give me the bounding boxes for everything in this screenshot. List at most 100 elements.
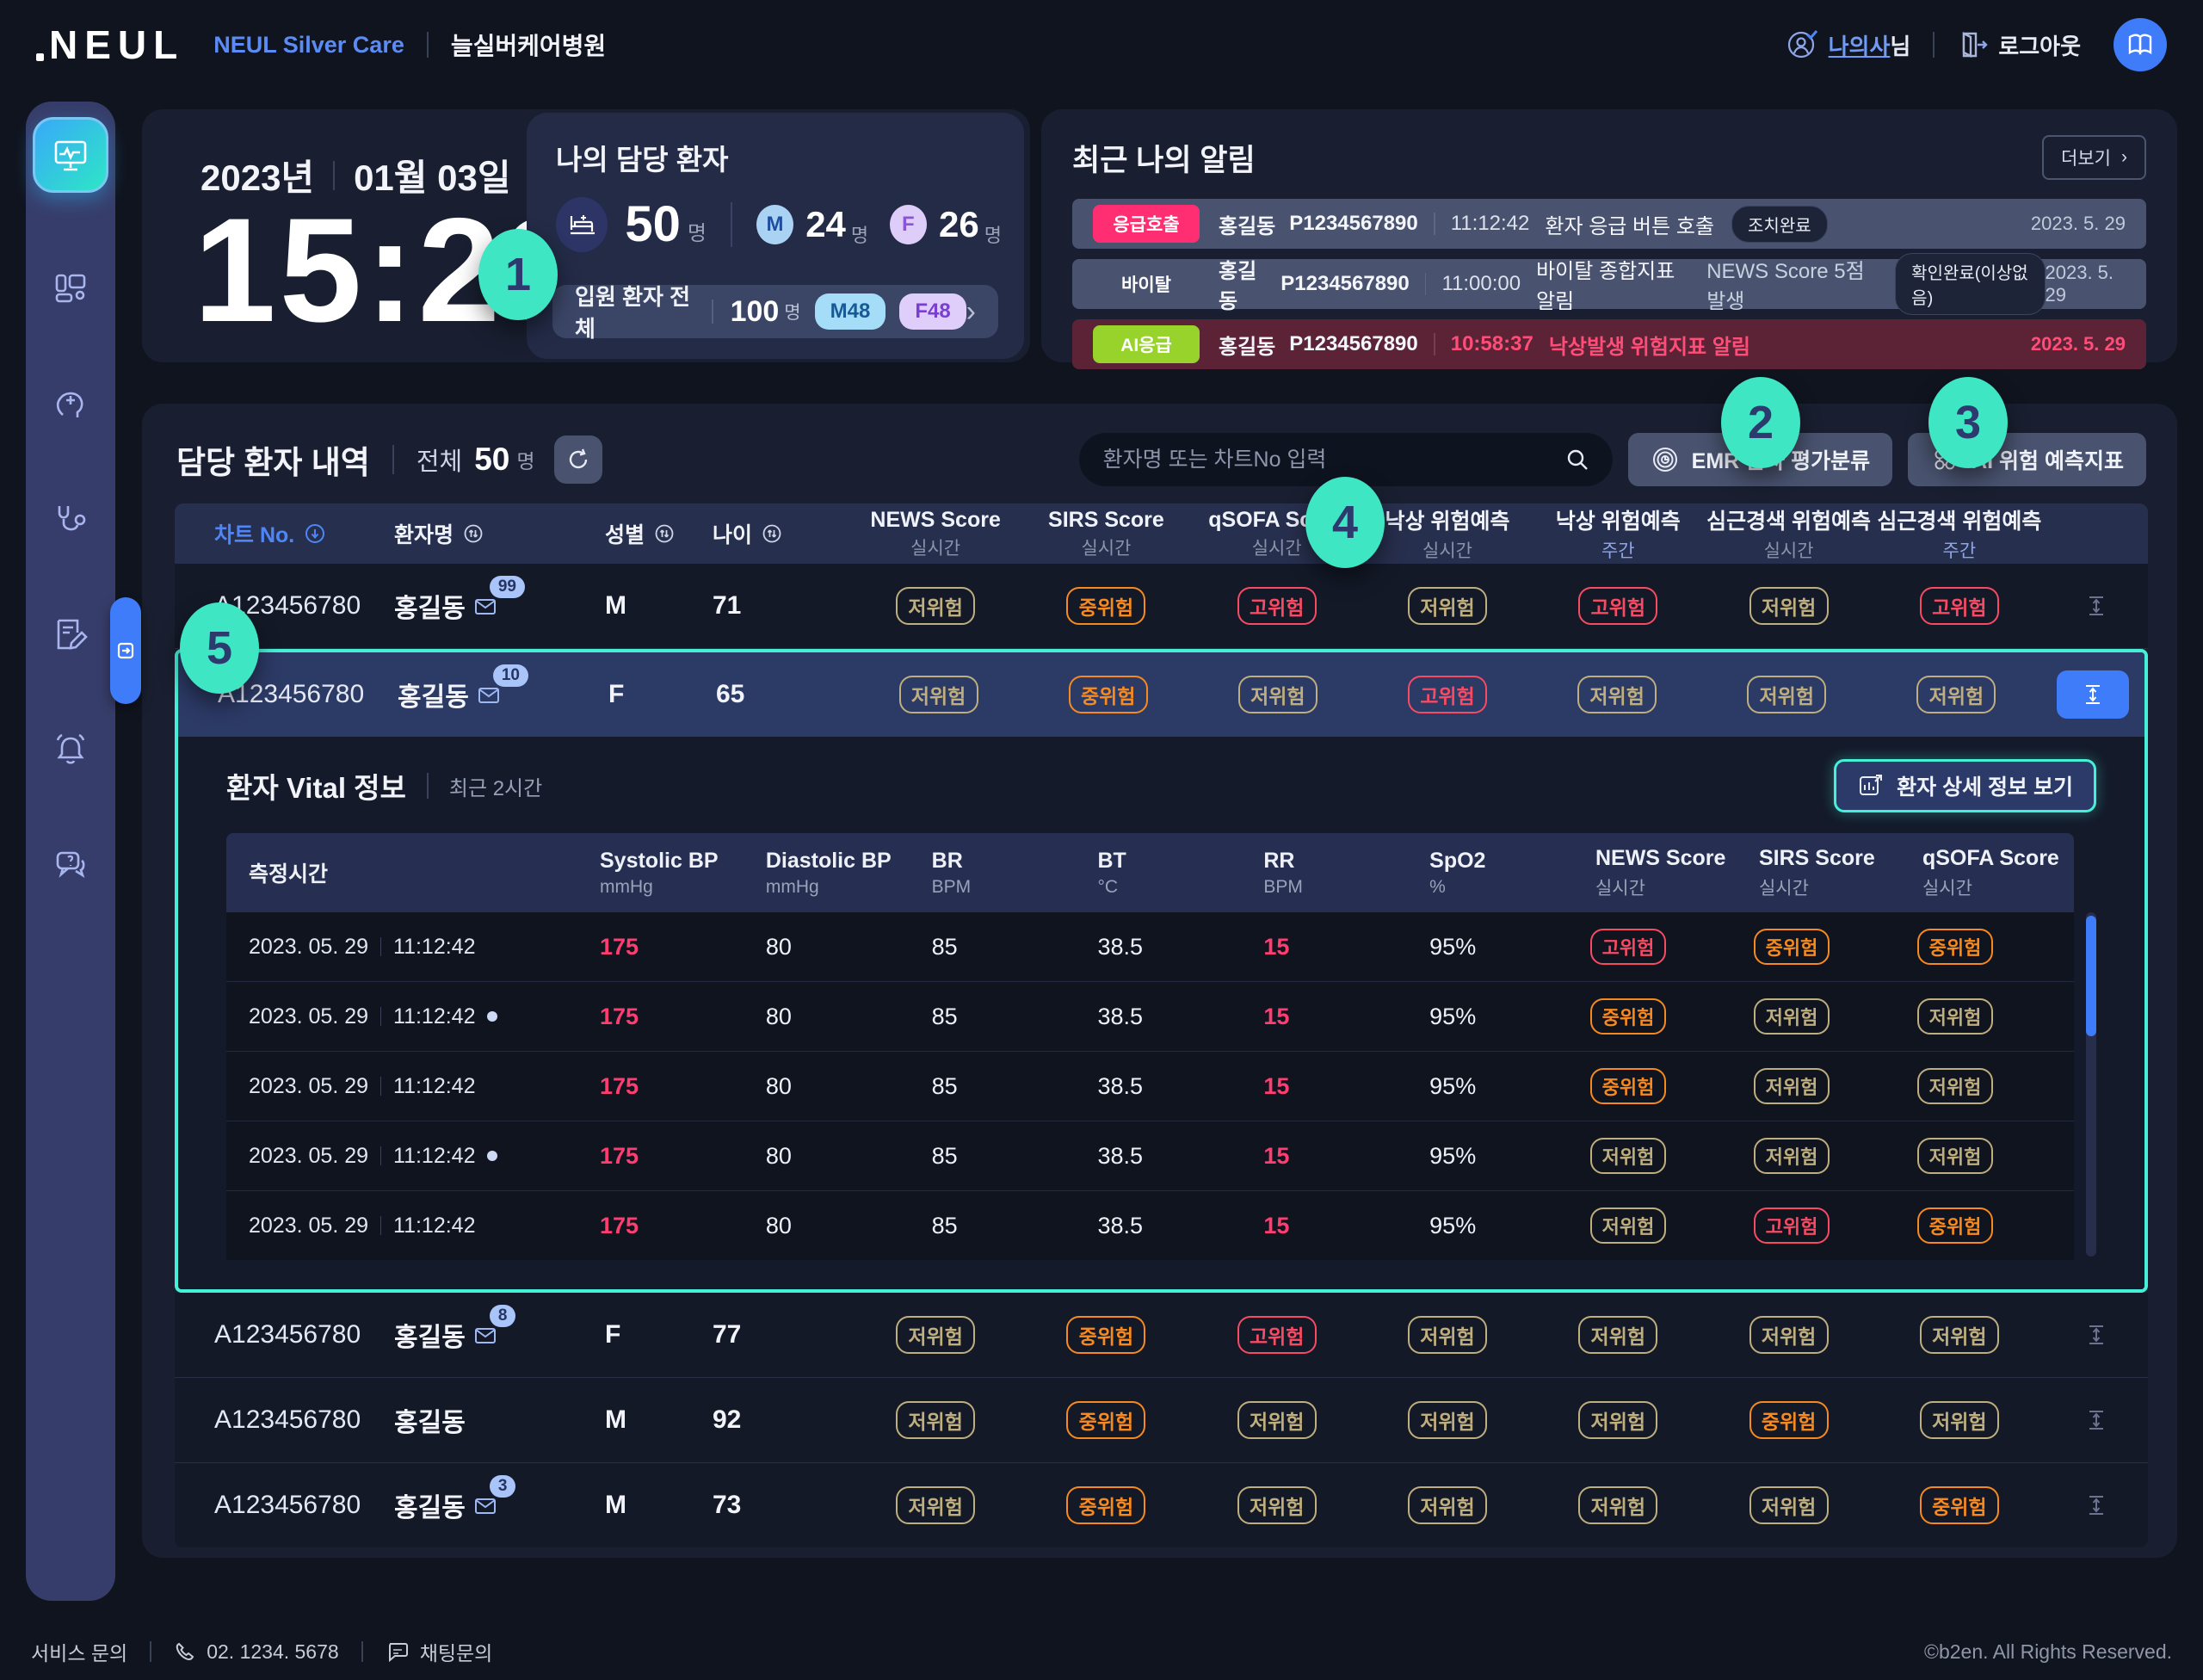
expand-row-icon[interactable] <box>2083 1407 2109 1433</box>
male-count: 24 <box>805 204 846 245</box>
risk-badge: 저위험 <box>1578 1486 1657 1524</box>
user-name[interactable]: 나의사 <box>1829 34 1891 59</box>
sort-icon[interactable] <box>462 522 484 545</box>
refresh-button[interactable] <box>554 435 602 484</box>
risk-badge: 중위험 <box>1754 929 1830 965</box>
alert-type-badge: 응급호출 <box>1093 205 1200 243</box>
alert-row[interactable]: 바이탈 홍길동 P1234567890 11:00:00 바이탈 종합지표 알림… <box>1072 259 2146 309</box>
phone-contact[interactable]: 02. 1234. 5678 <box>174 1640 338 1664</box>
alert-patient-name: 홍길동 <box>1219 254 1267 314</box>
patient-row-selected[interactable]: A123456780 홍길동 10 F 65 저위험 중위험 저위험 고위험 저… <box>178 652 2144 737</box>
risk-badge: 저위험 <box>1408 587 1487 625</box>
emr-icon <box>1651 445 1680 474</box>
vital-row[interactable]: 2023. 05. 2911:12:42 175 80 85 38.5 15 9… <box>226 1121 2074 1191</box>
message-icon[interactable]: 8 <box>474 1322 503 1348</box>
chat-icon <box>386 1640 410 1664</box>
vital-row[interactable]: 2023. 05. 2911:12:42 175 80 85 38.5 15 9… <box>226 982 2074 1052</box>
inpatient-total-bar[interactable]: 입원 환자 전체 100 명 M48 F48 › <box>552 285 998 338</box>
chat-inquiry[interactable]: 채팅문의 <box>386 1637 493 1666</box>
risk-badge: 저위험 <box>896 587 975 625</box>
sidebar-item-alarms[interactable] <box>51 730 90 769</box>
sidebar-item-help[interactable] <box>51 845 90 885</box>
female-unit: 명 <box>984 220 1002 248</box>
collapse-row-button[interactable] <box>2057 670 2129 719</box>
sort-down-icon[interactable] <box>303 522 327 546</box>
patient-row[interactable]: A123456780 홍길동 99 M 71 저위험 중위험 고위험 저위험 고… <box>175 564 2148 649</box>
patient-name: 홍길동 3 <box>394 1486 605 1524</box>
vital-column-unit: BPM <box>1263 877 1417 898</box>
column-label: NEWS Score <box>870 508 1000 533</box>
message-icon[interactable]: 10 <box>478 682 507 707</box>
risk-badge: 중위험 <box>1069 676 1148 713</box>
male-icon: M <box>756 205 793 244</box>
column-chart-no[interactable]: 차트 No. <box>175 518 394 549</box>
patient-name-text: 홍길동 <box>394 587 466 625</box>
patient-search-input[interactable] <box>1102 447 1564 473</box>
sidebar-item-dashboard[interactable] <box>51 269 90 308</box>
message-icon[interactable]: 3 <box>474 1492 503 1518</box>
patient-row[interactable]: A123456780 홍길동 8 F 77 저위험 중위험 고위험 저위험 저위… <box>175 1293 2148 1378</box>
alert-row[interactable]: 응급호출 홍길동 P1234567890 11:12:42 환자 응급 버튼 호… <box>1072 199 2146 249</box>
risk-badge: 저위험 <box>1237 1401 1317 1439</box>
column-sex[interactable]: 성별 <box>605 518 713 549</box>
expand-row-icon[interactable] <box>2083 593 2109 619</box>
patient-row[interactable]: A123456780 홍길동 M 92 저위험 중위험 저위험 저위험 저위험 … <box>175 1378 2148 1463</box>
vital-column-unit: mmHg <box>766 877 920 898</box>
expand-row-icon[interactable] <box>2083 1492 2109 1518</box>
column-age[interactable]: 나이 <box>713 518 850 549</box>
vital-column-unit: °C <box>1097 877 1251 898</box>
alert-row-critical[interactable]: AI응급 홍길동 P1234567890 10:58:37 낙상발생 위험지표 … <box>1072 319 2146 369</box>
vital-column-unit: 실시간 <box>1759 874 1910 900</box>
risk-badge: 저위험 <box>1749 1316 1829 1354</box>
inpatient-male-badge: M48 <box>815 293 886 330</box>
vital-rr: 15 <box>1251 1143 1417 1170</box>
user-profile[interactable]: 나의사님 <box>1784 28 1911 62</box>
vital-row[interactable]: 2023. 05. 2911:12:42 175 80 85 38.5 15 9… <box>226 1191 2074 1260</box>
patient-sex: F <box>608 680 716 709</box>
vital-column-unit: 실시간 <box>1595 874 1747 900</box>
patient-row[interactable]: A123456780 홍길동 3 M 73 저위험 중위험 저위험 저위험 저위… <box>175 1463 2148 1547</box>
risk-badge: 저위험 <box>899 676 978 713</box>
sidebar-item-ai-diagnosis[interactable] <box>51 384 90 423</box>
manual-button[interactable] <box>2114 18 2167 71</box>
vital-scrollbar-thumb[interactable] <box>2086 916 2096 1036</box>
column-name[interactable]: 환자명 <box>394 518 605 549</box>
risk-badge: 저위험 <box>1749 587 1829 625</box>
sidebar-item-monitoring[interactable] <box>33 117 108 193</box>
search-icon[interactable] <box>1564 447 1590 472</box>
sort-icon[interactable] <box>761 522 783 545</box>
patient-detail-button[interactable]: 환자 상세 정보 보기 <box>1834 759 2096 812</box>
alert-date: 2023. 5. 29 <box>2031 213 2126 235</box>
alert-status-pill: 확인완료(이상없음) <box>1895 253 2045 315</box>
assigned-total-unit: 명 <box>688 216 707 246</box>
sidebar-item-stethoscope[interactable] <box>51 499 90 539</box>
chat-label: 채팅문의 <box>420 1637 493 1666</box>
vital-row[interactable]: 2023. 05. 2911:12:42 175 80 85 38.5 15 9… <box>226 1052 2074 1121</box>
message-icon[interactable]: 99 <box>474 593 503 619</box>
risk-badge: 저위험 <box>1754 998 1830 1035</box>
column-age-label: 나이 <box>713 518 752 549</box>
risk-badge: 저위험 <box>896 1316 975 1354</box>
vital-column-label: RR <box>1263 849 1417 874</box>
expand-row-icon[interactable] <box>2083 1322 2109 1348</box>
vital-scrollbar[interactable] <box>2086 912 2096 1257</box>
sidebar-expand-handle[interactable] <box>110 597 141 704</box>
sort-icon[interactable] <box>653 522 676 545</box>
alert-status-pill: 조치완료 <box>1731 206 1828 243</box>
alerts-more-button[interactable]: 더보기 › <box>2042 135 2146 180</box>
vital-sbp: 175 <box>588 1143 754 1170</box>
column-mi-risk-rt: 심근경색 위험예측 실시간 <box>1703 504 1873 563</box>
column-sublabel: 주간 <box>1943 537 1977 563</box>
male-unit: 명 <box>851 220 868 248</box>
risk-badge: 저위험 <box>1590 1138 1666 1174</box>
alert-patient-id: P1234567890 <box>1280 272 1409 296</box>
risk-badge: 저위험 <box>1754 1068 1830 1104</box>
vital-row[interactable]: 2023. 05. 2911:12:42 175 80 85 38.5 15 9… <box>226 912 2074 982</box>
logout-button[interactable]: 로그아웃 <box>1957 29 2081 61</box>
vital-time: 11:12:42 <box>393 1074 475 1099</box>
chart-detail-icon <box>1857 772 1885 800</box>
chevron-right-icon[interactable]: › <box>966 295 976 329</box>
patient-sex: F <box>605 1320 713 1350</box>
sidebar-item-records[interactable] <box>51 615 90 654</box>
product-name: NEUL Silver Care <box>213 32 404 59</box>
